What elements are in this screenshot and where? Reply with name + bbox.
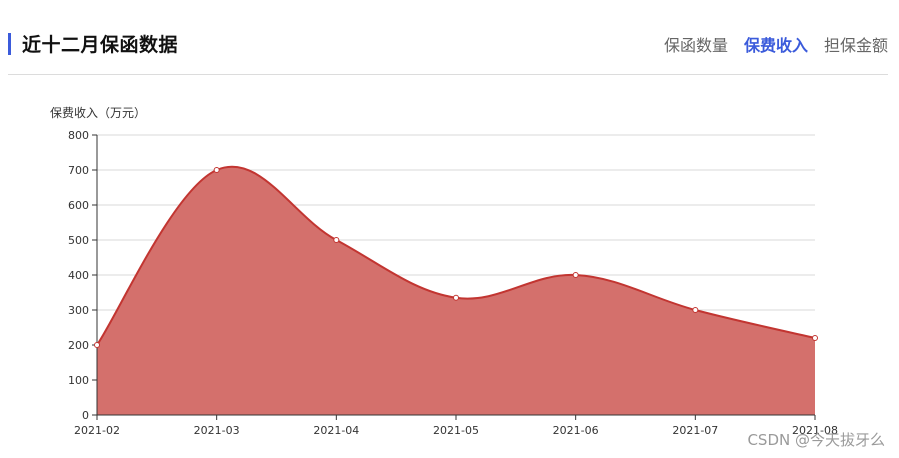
- tab-premium-income[interactable]: 保费收入: [743, 36, 808, 55]
- y-tick-label: 700: [68, 164, 89, 177]
- metric-tabs: 保函数量 保费收入 担保金额: [664, 32, 888, 56]
- series-area: [97, 166, 815, 415]
- y-tick-label: 0: [82, 409, 89, 422]
- x-tick-label: 2021-05: [433, 424, 479, 437]
- data-point[interactable]: [213, 167, 220, 173]
- x-tick-label: 2021-06: [553, 424, 599, 437]
- tab-guarantee-count[interactable]: 保函数量: [663, 36, 728, 55]
- x-tick-label: 2021-03: [194, 424, 240, 437]
- x-tick-label: 2021-08: [792, 424, 838, 437]
- tab-guarantee-amount[interactable]: 担保金额: [823, 36, 888, 55]
- watermark: CSDN @今天拔牙么: [747, 431, 885, 449]
- data-point[interactable]: [812, 335, 818, 341]
- x-tick-label: 2021-02: [74, 424, 120, 437]
- data-point[interactable]: [572, 272, 579, 278]
- data-point[interactable]: [453, 294, 459, 301]
- y-tick-label: 500: [68, 234, 89, 247]
- x-tick-label: 2021-07: [672, 424, 718, 437]
- panel-title: 近十二月保函数据: [22, 34, 179, 56]
- y-tick-label: 100: [68, 374, 89, 387]
- y-tick-label: 300: [68, 304, 89, 317]
- chart-area: 0 100 200 300 400 500 600 700 800 2021-02 2021-03 2…: [0, 100, 899, 450]
- x-tick-label: 2021-04: [313, 424, 359, 437]
- y-tick-label: 800: [68, 129, 89, 142]
- panel-header: 近十二月保函数据 保函数量 保费收入 担保金额: [8, 24, 888, 75]
- y-tick-label: 200: [68, 339, 89, 352]
- y-tick-label: 400: [68, 269, 89, 282]
- y-tick-label: 600: [68, 199, 89, 212]
- data-point[interactable]: [333, 237, 340, 243]
- premium-area-chart: 0 100 200 300 400 500 600 700 800 2021-02 2021-03 2…: [50, 106, 838, 437]
- data-point[interactable]: [94, 342, 100, 348]
- title-accent-bar: [8, 33, 11, 55]
- data-point[interactable]: [692, 307, 699, 313]
- y-axis-title: 保费收入（万元）: [50, 106, 146, 120]
